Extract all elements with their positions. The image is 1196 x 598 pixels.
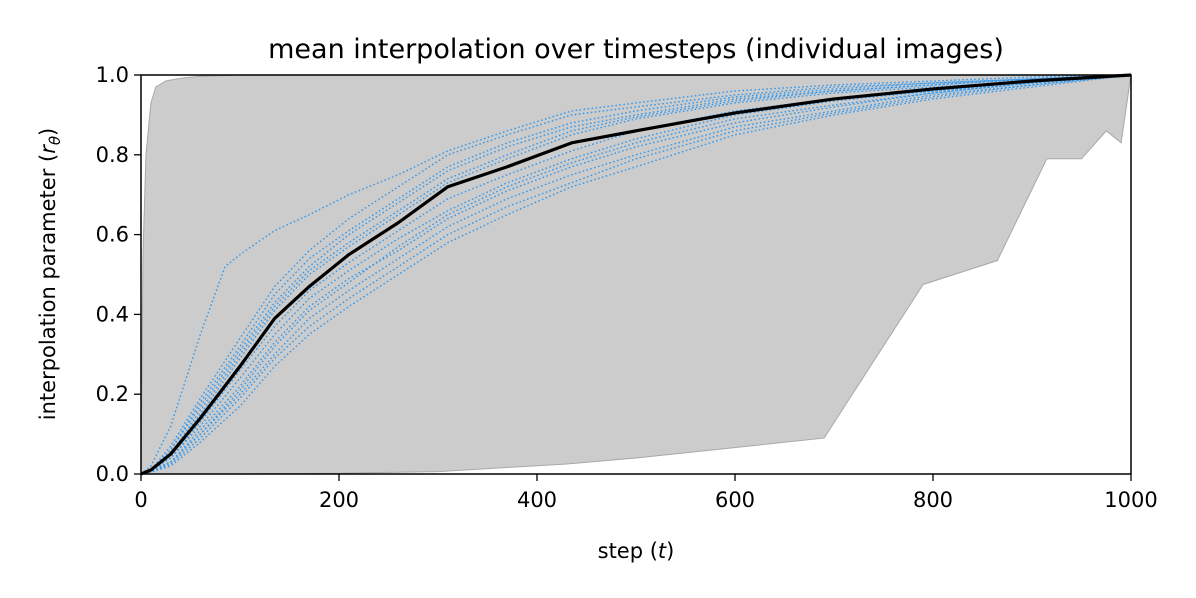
y-axis: 0.0 0.2 0.4 0.6 0.8 1.0 <box>96 63 141 486</box>
y-tick-label: 0.6 <box>96 223 129 247</box>
y-tick-label: 0.0 <box>96 462 129 486</box>
mean-line <box>140 73 1132 476</box>
y-tick-label: 1.0 <box>96 63 129 87</box>
x-tick-label: 200 <box>319 488 359 512</box>
min-max-band <box>140 74 1132 475</box>
individual-series-line <box>140 74 1132 475</box>
x-tick-label: 0 <box>134 488 147 512</box>
x-tick-label: 800 <box>913 488 953 512</box>
individual-series-line <box>140 74 1132 475</box>
individual-series-line <box>140 74 1132 475</box>
individual-series-line <box>140 74 1132 475</box>
individual-series-line <box>140 74 1132 475</box>
individual-series-group <box>140 74 1132 475</box>
y-tick-label: 0.4 <box>96 302 129 326</box>
plot-area <box>140 73 1132 476</box>
x-axis-label: step (t) <box>598 539 675 563</box>
y-tick-label: 0.8 <box>96 143 129 167</box>
individual-series-line <box>140 74 1132 475</box>
individual-series-line <box>140 74 1132 475</box>
x-tick-label: 600 <box>715 488 755 512</box>
plot-frame <box>140 74 1132 475</box>
individual-series-line <box>140 74 1132 475</box>
individual-series-line <box>140 74 1132 475</box>
y-axis-label: interpolation parameter (rθ) <box>36 128 64 420</box>
x-tick-label: 400 <box>517 488 557 512</box>
individual-series-line <box>140 74 1132 475</box>
individual-series-line <box>140 74 1132 475</box>
x-axis: 0 200 400 600 800 1000 <box>134 474 1158 512</box>
individual-series-line <box>140 74 1132 475</box>
chart-title: mean interpolation over timesteps (indiv… <box>268 34 1004 65</box>
y-tick-label: 0.2 <box>96 382 129 406</box>
x-tick-label: 1000 <box>1104 488 1157 512</box>
